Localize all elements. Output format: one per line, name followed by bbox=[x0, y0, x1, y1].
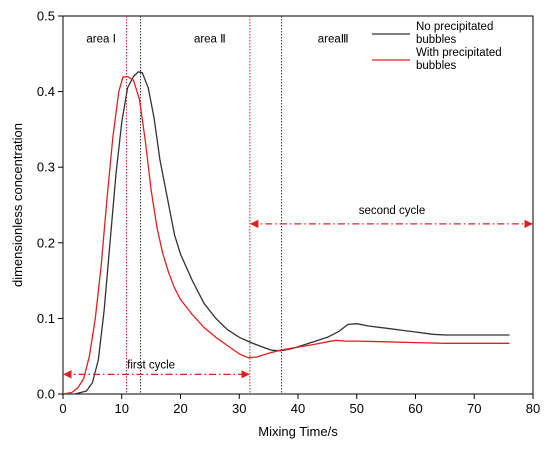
x-tick-label: 0 bbox=[59, 401, 66, 416]
region-divider-lines bbox=[125, 16, 283, 394]
legend-label-with-bubbles-line2: bubbles bbox=[416, 60, 457, 72]
x-tick-label: 80 bbox=[526, 401, 540, 416]
x-tick-label: 50 bbox=[350, 401, 364, 416]
y-tick-label: 0.4 bbox=[37, 84, 55, 99]
series-lines bbox=[63, 71, 510, 394]
y-tick-label: 0.5 bbox=[37, 9, 55, 24]
series-line-no-bubbles bbox=[63, 71, 510, 394]
x-tick-label: 60 bbox=[408, 401, 422, 416]
legend: No precipitated bubbles With precipitate… bbox=[372, 21, 502, 72]
legend-label-with-bubbles-line1: With precipitated bbox=[416, 47, 502, 59]
series-line-with-bubbles bbox=[63, 75, 510, 394]
y-tick-label: 0.3 bbox=[37, 160, 55, 175]
legend-label-no-bubbles-line1: No precipitated bbox=[416, 21, 493, 33]
x-tick-label: 70 bbox=[467, 401, 481, 416]
plot-frame bbox=[62, 15, 534, 395]
y-axis-title: dimensionless concentration bbox=[10, 123, 25, 287]
legend-label-no-bubbles-line2: bubbles bbox=[416, 34, 457, 46]
x-tick-label: 10 bbox=[115, 401, 129, 416]
y-tick-label: 0.0 bbox=[37, 387, 55, 402]
x-axis-ticks: 0 10 20 30 40 50 60 70 80 bbox=[59, 394, 540, 416]
region-label: area Ⅱ bbox=[194, 33, 226, 45]
x-tick-label: 30 bbox=[232, 401, 246, 416]
x-tick-label: 20 bbox=[173, 401, 187, 416]
x-axis-title: Mixing Time/s bbox=[258, 424, 338, 439]
y-tick-label: 0.2 bbox=[37, 235, 55, 250]
x-tick-label: 40 bbox=[291, 401, 305, 416]
cycle-label: second cycle bbox=[359, 205, 425, 217]
region-labels: area Ⅰ area Ⅱ areaⅢ bbox=[86, 33, 348, 45]
region-label: areaⅢ bbox=[318, 33, 349, 45]
cycle-arrows: first cycle second cycle bbox=[63, 205, 533, 379]
region-label: area Ⅰ bbox=[86, 33, 116, 45]
y-tick-label: 0.1 bbox=[37, 311, 55, 326]
cycle-label: first cycle bbox=[127, 359, 175, 371]
y-axis-ticks: 0.0 0.1 0.2 0.3 0.4 0.5 bbox=[37, 9, 63, 402]
